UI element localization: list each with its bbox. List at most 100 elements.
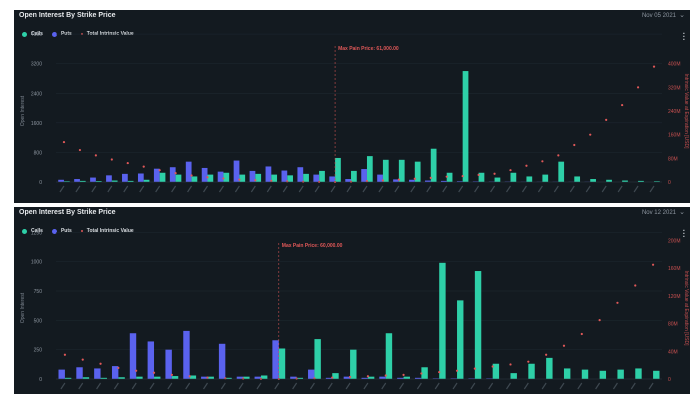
chevron-down-icon[interactable]: ⌄ xyxy=(679,209,685,216)
intrinsic-value-point xyxy=(295,377,298,380)
calls-bar xyxy=(457,300,464,379)
calls-bar xyxy=(478,172,485,182)
y2-axis-label: Intrinsic Value at Expiration [USD] xyxy=(683,271,689,347)
x-tick-mark xyxy=(238,382,244,390)
puts-bar xyxy=(329,176,336,182)
x-tick-mark xyxy=(96,382,102,390)
x-tick-mark xyxy=(107,185,113,193)
calls-bar xyxy=(118,377,125,379)
puts-bar xyxy=(290,376,297,379)
calls-bar xyxy=(64,377,72,379)
calls-bar xyxy=(462,71,469,182)
x-tick-mark xyxy=(521,185,527,193)
more-vertical-icon[interactable]: ... xyxy=(682,27,685,42)
intrinsic-value-point xyxy=(621,103,624,107)
intrinsic-value-point xyxy=(527,360,530,363)
puts-bar xyxy=(76,367,83,379)
puts-bar xyxy=(183,330,190,379)
x-tick-mark xyxy=(327,382,333,390)
y2-tick-label: 80M xyxy=(668,322,678,328)
calls-bar xyxy=(528,363,535,379)
intrinsic-value-point xyxy=(94,154,97,157)
calls-bar xyxy=(63,181,70,182)
x-tick-mark xyxy=(617,185,623,193)
intrinsic-value-point xyxy=(365,180,369,183)
x-tick-mark xyxy=(458,185,464,193)
puts-bar xyxy=(414,377,422,379)
legend-item-calls[interactable]: Calls xyxy=(22,228,43,234)
intrinsic-value-point xyxy=(242,377,245,380)
x-tick-mark xyxy=(256,382,262,390)
calls-bar xyxy=(563,368,571,379)
puts-bar xyxy=(153,168,160,182)
puts-bar xyxy=(345,179,352,182)
puts-bar xyxy=(58,179,64,182)
intrinsic-value-point xyxy=(63,353,67,356)
puts-bar xyxy=(169,167,176,182)
calls-bar xyxy=(95,181,102,182)
calls-bar xyxy=(332,373,339,379)
puts-bar xyxy=(74,179,80,182)
intrinsic-value-point xyxy=(397,178,400,181)
legend: Calls Puts Total Intrinsic Value xyxy=(22,228,134,234)
intrinsic-value-point xyxy=(99,362,102,365)
chart-title: Open Interest By Strike Price xyxy=(19,12,116,19)
date-selector[interactable]: Nov 12 2021 xyxy=(641,210,676,216)
x-tick-mark xyxy=(470,382,476,390)
x-tick-mark xyxy=(506,382,511,390)
x-tick-mark xyxy=(363,382,369,390)
puts-bar xyxy=(94,368,101,379)
calls-bar xyxy=(510,373,517,379)
intrinsic-value-point xyxy=(634,284,637,287)
calls-bar xyxy=(492,363,500,379)
calls-bar xyxy=(111,180,118,182)
calls-bar xyxy=(367,376,375,379)
more-vertical-icon[interactable]: ... xyxy=(682,224,685,239)
legend-item-intrinsic[interactable]: Total Intrinsic Value xyxy=(80,228,134,234)
legend-label-puts: Puts xyxy=(60,228,72,234)
calls-swatch-icon xyxy=(22,31,27,37)
chevron-down-icon[interactable]: ⌄ xyxy=(679,12,685,19)
x-tick-mark xyxy=(426,185,432,193)
calls-bar xyxy=(414,161,421,182)
x-tick-mark xyxy=(442,185,448,193)
puts-bar xyxy=(440,180,447,182)
calls-bar xyxy=(175,174,182,182)
x-tick-mark xyxy=(167,382,173,390)
calls-bar xyxy=(403,376,410,379)
calls-bar xyxy=(542,174,549,182)
calls-bar xyxy=(581,369,589,379)
puts-bar xyxy=(201,167,208,182)
x-tick-mark xyxy=(553,185,559,193)
calls-bar xyxy=(255,173,262,182)
y-tick-label: 1250 xyxy=(31,230,42,236)
legend-item-calls[interactable]: Calls xyxy=(22,31,43,37)
x-tick-mark xyxy=(410,185,416,193)
calls-bar xyxy=(303,173,309,182)
intrinsic-value-point xyxy=(461,174,464,178)
open-interest-chart: 0 250 500 750 1000 1250 0 40M 80M 120M 160M 200M Ope… xyxy=(20,230,689,390)
x-tick-mark xyxy=(309,382,315,390)
calls-bar xyxy=(398,159,405,182)
calls-bar xyxy=(171,376,179,379)
date-selector[interactable]: Nov 05 2021 xyxy=(641,13,676,19)
calls-bar xyxy=(207,174,214,182)
y2-tick-label: 320M xyxy=(668,85,681,91)
calls-bar xyxy=(79,180,86,182)
x-tick-mark xyxy=(60,382,66,390)
x-tick-mark xyxy=(123,185,129,193)
y2-tick-label: 0 xyxy=(668,180,671,186)
x-tick-mark xyxy=(633,185,639,193)
intrinsic-value-point xyxy=(381,179,385,182)
calls-bar xyxy=(599,370,607,379)
y-tick-label: 0 xyxy=(39,180,42,186)
x-tick-mark xyxy=(234,185,240,193)
calls-bar xyxy=(319,170,325,182)
intrinsic-value-point xyxy=(438,370,441,374)
puts-bar xyxy=(201,376,208,379)
calls-bar xyxy=(382,159,389,182)
intrinsic-value-point xyxy=(62,140,66,144)
x-tick-mark xyxy=(378,185,384,193)
legend-item-puts[interactable]: Puts xyxy=(51,228,72,234)
x-tick-mark xyxy=(537,185,543,193)
